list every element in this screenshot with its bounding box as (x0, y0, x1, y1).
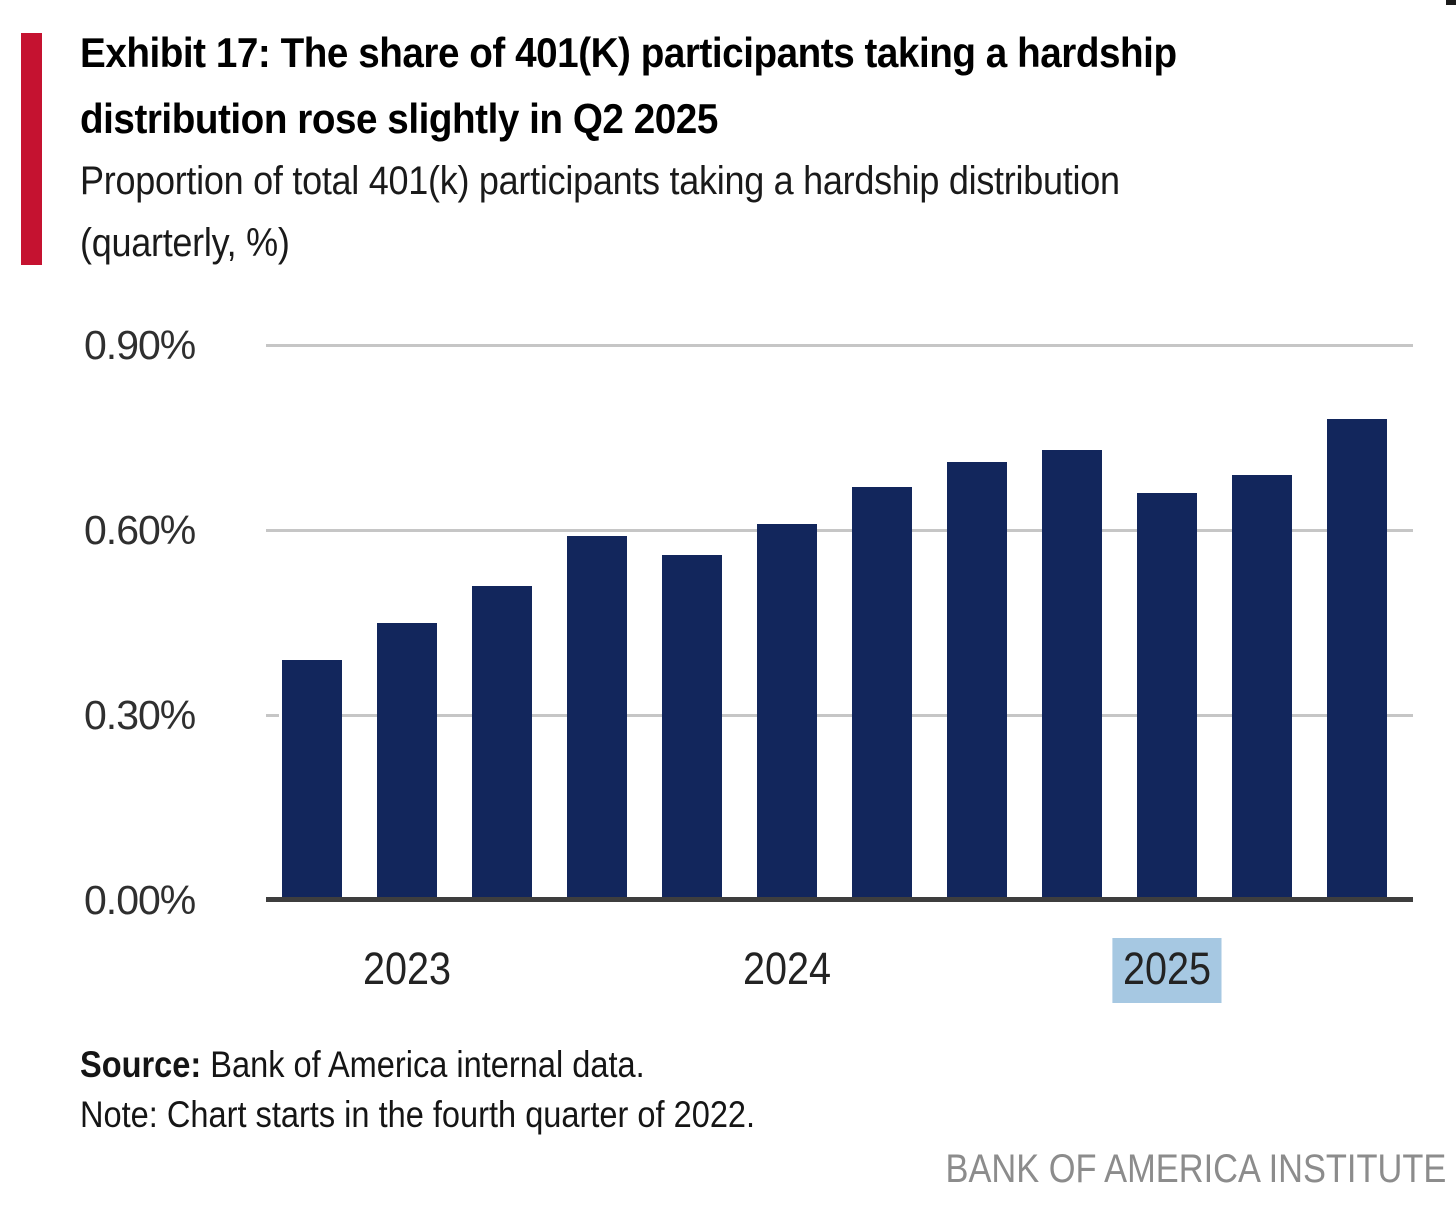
x-axis-line (266, 897, 1413, 902)
bar-q4-2022 (282, 659, 342, 900)
gridline-0.90pct (266, 344, 1413, 347)
bar-q4-2024 (1042, 449, 1102, 900)
bar-q3-2024 (947, 462, 1007, 900)
bar-q1-2023 (377, 622, 437, 900)
source-text: Bank of America internal data. (210, 1044, 645, 1085)
x-axis-label-2025: 2025 (1112, 938, 1222, 1003)
y-axis-label-0.90pct: 0.90% (84, 322, 196, 368)
bar-q3-2025 (1327, 419, 1387, 900)
bar-q1-2024 (757, 523, 817, 900)
exhibit-title: Exhibit 17: The share of 401(K) particip… (80, 20, 1177, 152)
source-note-block: Source: Bank of America internal data. N… (80, 1040, 755, 1140)
bar-q2-2023 (472, 585, 532, 900)
brand-footer: BANK OF AMERICA INSTITUTE (945, 1147, 1446, 1191)
bar-q4-2023 (662, 554, 722, 900)
year-label: 2023 (362, 943, 452, 994)
exhibit-title-line2: distribution rose slightly in Q2 2025 (80, 95, 718, 142)
gridline-0.30pct (266, 714, 1413, 717)
bar-q2-2024 (852, 486, 912, 900)
bar-q3-2023 (567, 536, 627, 900)
bar-q2-2025 (1232, 474, 1292, 900)
source-line: Source: Bank of America internal data. (80, 1040, 755, 1090)
page-corner-mark (1446, 0, 1456, 5)
source-label: Source: (80, 1044, 202, 1085)
y-axis-label-0.00pct: 0.00% (84, 877, 196, 923)
exhibit-title-line1: Exhibit 17: The share of 401(K) particip… (80, 29, 1177, 76)
chart-subtitle-line2: (quarterly, %) (80, 221, 290, 265)
bar-q1-2025 (1137, 493, 1197, 900)
y-axis-label-0.30pct: 0.30% (84, 692, 196, 738)
chart-subtitle-line1: Proportion of total 401(k) participants … (80, 159, 1120, 203)
note-line: Note: Chart starts in the fourth quarter… (80, 1094, 756, 1135)
x-axis-label-2024: 2024 (732, 938, 841, 1003)
x-axis-label-2023: 2023 (352, 938, 461, 1003)
y-axis-label-0.60pct: 0.60% (84, 507, 196, 553)
year-label-highlight: 2025 (1112, 938, 1222, 1003)
chart-subtitle: Proportion of total 401(k) participants … (80, 150, 1120, 274)
exhibit-accent-bar (21, 33, 42, 265)
plot-area (266, 344, 1413, 902)
gridline-0.60pct (266, 529, 1413, 532)
year-label: 2024 (742, 943, 832, 994)
